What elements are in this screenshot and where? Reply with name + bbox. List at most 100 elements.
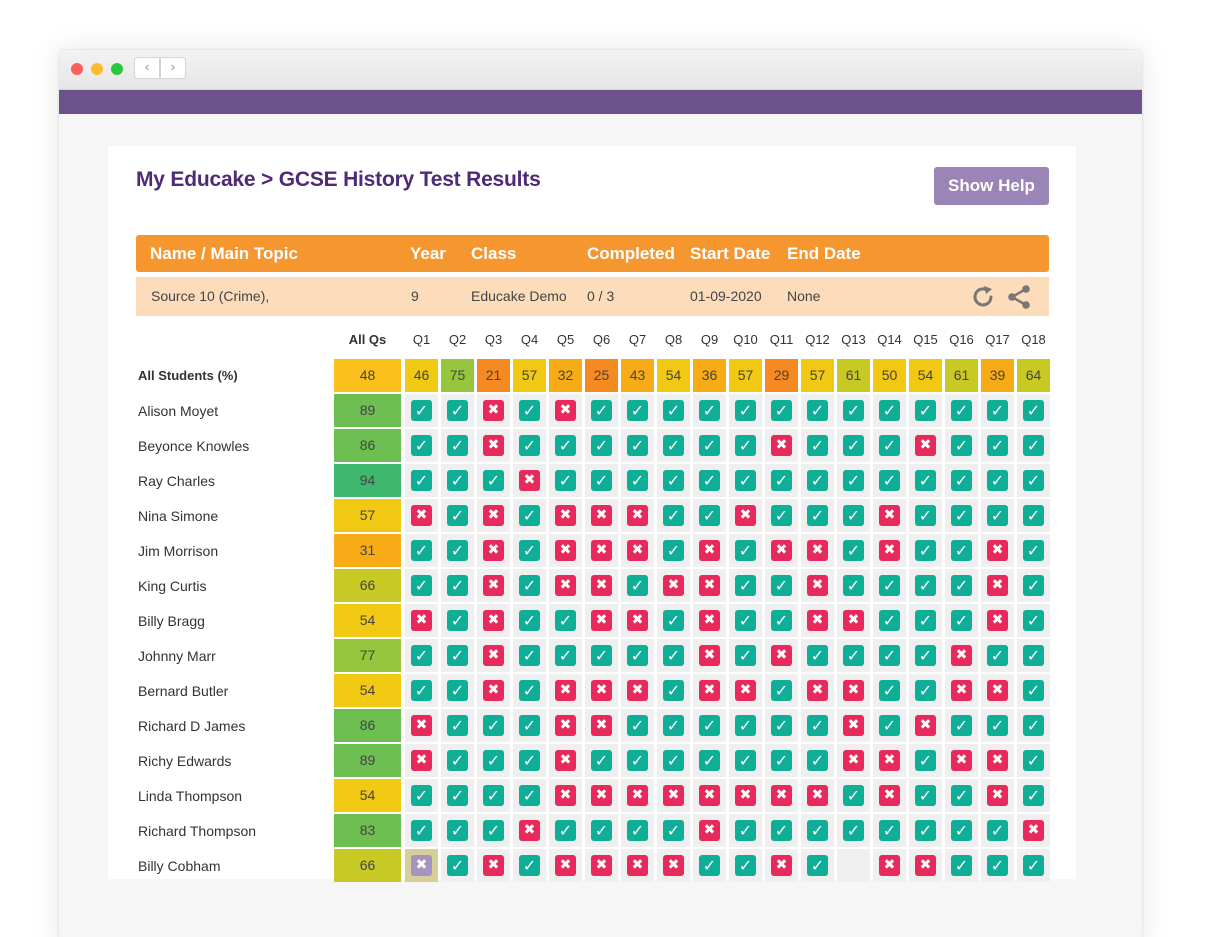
answer-cell[interactable]: ✖ bbox=[585, 709, 618, 742]
answer-cell[interactable]: ✓ bbox=[765, 744, 798, 777]
answer-cell[interactable]: ✓ bbox=[549, 814, 582, 847]
answer-cell[interactable]: ✖ bbox=[657, 849, 690, 882]
answer-cell[interactable]: ✓ bbox=[621, 709, 654, 742]
answer-cell[interactable]: ✓ bbox=[729, 394, 762, 427]
answer-cell[interactable]: ✖ bbox=[549, 534, 582, 567]
answer-cell[interactable]: ✖ bbox=[981, 779, 1014, 812]
answer-cell[interactable]: ✖ bbox=[837, 674, 870, 707]
question-header[interactable]: Q4 bbox=[520, 332, 539, 347]
answer-cell[interactable]: ✖ bbox=[549, 569, 582, 602]
answer-cell[interactable]: ✓ bbox=[981, 429, 1014, 462]
answer-cell[interactable]: ✖ bbox=[477, 534, 510, 567]
answer-cell[interactable]: ✓ bbox=[405, 639, 438, 672]
answer-cell[interactable]: ✓ bbox=[837, 639, 870, 672]
answer-cell[interactable]: ✓ bbox=[765, 709, 798, 742]
answer-cell[interactable]: ✓ bbox=[801, 744, 834, 777]
answer-cell[interactable]: ✓ bbox=[621, 744, 654, 777]
answer-cell[interactable]: ✖ bbox=[549, 499, 582, 532]
answer-cell[interactable]: ✓ bbox=[477, 814, 510, 847]
student-name[interactable]: Jim Morrison bbox=[138, 543, 219, 559]
answer-cell[interactable]: ✖ bbox=[729, 499, 762, 532]
answer-cell[interactable]: ✓ bbox=[1017, 849, 1050, 882]
answer-cell[interactable]: ✖ bbox=[693, 604, 726, 637]
question-header[interactable]: Q1 bbox=[412, 332, 431, 347]
answer-cell[interactable]: ✓ bbox=[837, 534, 870, 567]
question-header[interactable]: Q17 bbox=[985, 332, 1010, 347]
answer-cell[interactable]: ✖ bbox=[981, 674, 1014, 707]
answer-cell[interactable]: ✓ bbox=[765, 604, 798, 637]
answer-cell[interactable]: ✓ bbox=[1017, 499, 1050, 532]
student-name[interactable]: Linda Thompson bbox=[138, 788, 243, 804]
answer-cell[interactable]: ✓ bbox=[909, 674, 942, 707]
answer-cell[interactable]: ✓ bbox=[513, 849, 546, 882]
answer-cell[interactable]: ✓ bbox=[585, 639, 618, 672]
answer-cell[interactable]: ✓ bbox=[441, 394, 474, 427]
question-header[interactable]: Q16 bbox=[949, 332, 974, 347]
answer-cell[interactable]: ✓ bbox=[945, 534, 978, 567]
refresh-icon[interactable] bbox=[970, 284, 996, 310]
question-header[interactable]: Q5 bbox=[556, 332, 575, 347]
answer-cell[interactable]: ✖ bbox=[585, 534, 618, 567]
answer-cell[interactable]: ✓ bbox=[837, 394, 870, 427]
answer-cell[interactable]: ✖ bbox=[981, 604, 1014, 637]
answer-cell[interactable]: ✓ bbox=[909, 814, 942, 847]
answer-cell[interactable]: ✓ bbox=[657, 534, 690, 567]
answer-cell[interactable]: ✓ bbox=[477, 464, 510, 497]
answer-cell[interactable]: ✖ bbox=[477, 674, 510, 707]
answer-cell[interactable]: ✓ bbox=[729, 569, 762, 602]
answer-cell[interactable]: ✓ bbox=[621, 394, 654, 427]
answer-cell[interactable]: ✓ bbox=[837, 429, 870, 462]
question-header[interactable]: Q2 bbox=[448, 332, 467, 347]
question-header[interactable]: Q3 bbox=[484, 332, 503, 347]
answer-cell[interactable]: ✖ bbox=[513, 814, 546, 847]
answer-cell[interactable]: ✓ bbox=[945, 499, 978, 532]
answer-cell[interactable]: ✓ bbox=[729, 639, 762, 672]
answer-cell[interactable]: ✖ bbox=[909, 429, 942, 462]
header-completed[interactable]: Completed bbox=[587, 244, 675, 263]
answer-cell[interactable]: ✓ bbox=[801, 499, 834, 532]
answer-cell[interactable]: ✖ bbox=[621, 779, 654, 812]
answer-cell[interactable]: ✓ bbox=[657, 499, 690, 532]
answer-cell[interactable]: ✓ bbox=[441, 464, 474, 497]
answer-cell[interactable]: ✓ bbox=[801, 394, 834, 427]
minimize-window-icon[interactable] bbox=[91, 63, 103, 75]
answer-cell[interactable]: ✖ bbox=[693, 534, 726, 567]
answer-cell[interactable]: ✓ bbox=[729, 534, 762, 567]
answer-cell[interactable]: ✓ bbox=[549, 464, 582, 497]
answer-cell[interactable]: ✓ bbox=[405, 534, 438, 567]
answer-cell[interactable]: ✓ bbox=[513, 429, 546, 462]
student-name[interactable]: Nina Simone bbox=[138, 508, 219, 524]
answer-cell[interactable]: ✓ bbox=[909, 639, 942, 672]
answer-cell[interactable]: ✓ bbox=[693, 499, 726, 532]
student-name[interactable]: Billy Cobham bbox=[138, 858, 221, 874]
answer-cell[interactable]: ✓ bbox=[873, 814, 906, 847]
student-name[interactable]: Richy Edwards bbox=[138, 753, 232, 769]
answer-cell[interactable]: ✓ bbox=[513, 604, 546, 637]
answer-cell[interactable]: ✓ bbox=[801, 814, 834, 847]
answer-cell[interactable]: ✖ bbox=[621, 849, 654, 882]
answer-cell[interactable]: ✓ bbox=[693, 709, 726, 742]
answer-cell[interactable]: ✓ bbox=[837, 499, 870, 532]
answer-cell[interactable]: ✖ bbox=[837, 744, 870, 777]
question-header[interactable]: Q12 bbox=[805, 332, 830, 347]
answer-cell[interactable]: ✓ bbox=[441, 569, 474, 602]
answer-cell[interactable]: ✓ bbox=[981, 464, 1014, 497]
answer-cell[interactable]: ✓ bbox=[441, 744, 474, 777]
header-end-date[interactable]: End Date bbox=[787, 244, 861, 263]
answer-cell[interactable]: ✓ bbox=[657, 429, 690, 462]
answer-cell[interactable]: ✖ bbox=[765, 849, 798, 882]
answer-cell[interactable]: ✓ bbox=[1017, 674, 1050, 707]
answer-cell[interactable]: ✓ bbox=[693, 464, 726, 497]
answer-cell[interactable]: ✓ bbox=[549, 429, 582, 462]
answer-cell[interactable]: ✓ bbox=[873, 394, 906, 427]
answer-cell[interactable]: ✓ bbox=[405, 779, 438, 812]
answer-cell[interactable]: ✖ bbox=[405, 499, 438, 532]
answer-cell[interactable]: ✓ bbox=[801, 849, 834, 882]
answer-cell[interactable]: ✓ bbox=[729, 849, 762, 882]
answer-cell[interactable]: ✓ bbox=[513, 639, 546, 672]
answer-cell[interactable]: ✓ bbox=[513, 779, 546, 812]
answer-cell[interactable]: ✓ bbox=[585, 744, 618, 777]
answer-cell[interactable]: ✓ bbox=[765, 394, 798, 427]
answer-cell[interactable]: ✖ bbox=[405, 849, 438, 882]
answer-cell[interactable]: ✖ bbox=[621, 534, 654, 567]
